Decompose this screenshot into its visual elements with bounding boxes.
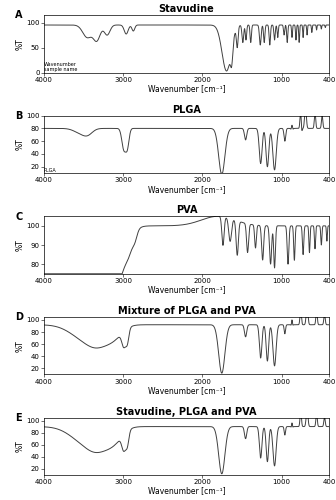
Title: Stavudine: Stavudine [159, 4, 214, 14]
Title: Stavudine, PLGA and PVA: Stavudine, PLGA and PVA [116, 406, 257, 416]
Y-axis label: %T: %T [16, 138, 25, 150]
X-axis label: Wavenumber [cm⁻¹]: Wavenumber [cm⁻¹] [148, 286, 225, 294]
X-axis label: Wavenumber [cm⁻¹]: Wavenumber [cm⁻¹] [148, 486, 225, 496]
Y-axis label: %T: %T [16, 340, 25, 351]
X-axis label: Wavenumber [cm⁻¹]: Wavenumber [cm⁻¹] [148, 386, 225, 395]
Y-axis label: %T: %T [16, 239, 25, 251]
Text: E: E [15, 413, 22, 423]
Text: Wavenumber
sample name: Wavenumber sample name [44, 62, 77, 72]
Text: C: C [15, 212, 23, 222]
Text: D: D [15, 312, 23, 322]
Title: PLGA: PLGA [172, 105, 201, 115]
Title: Mixture of PLGA and PVA: Mixture of PLGA and PVA [118, 306, 255, 316]
Y-axis label: %T: %T [16, 38, 25, 50]
Title: PVA: PVA [176, 206, 197, 216]
X-axis label: Wavenumber [cm⁻¹]: Wavenumber [cm⁻¹] [148, 84, 225, 93]
Text: B: B [15, 111, 23, 121]
Text: A: A [15, 10, 23, 20]
X-axis label: Wavenumber [cm⁻¹]: Wavenumber [cm⁻¹] [148, 184, 225, 194]
Y-axis label: %T: %T [16, 440, 25, 452]
Text: PLGA: PLGA [44, 168, 56, 173]
